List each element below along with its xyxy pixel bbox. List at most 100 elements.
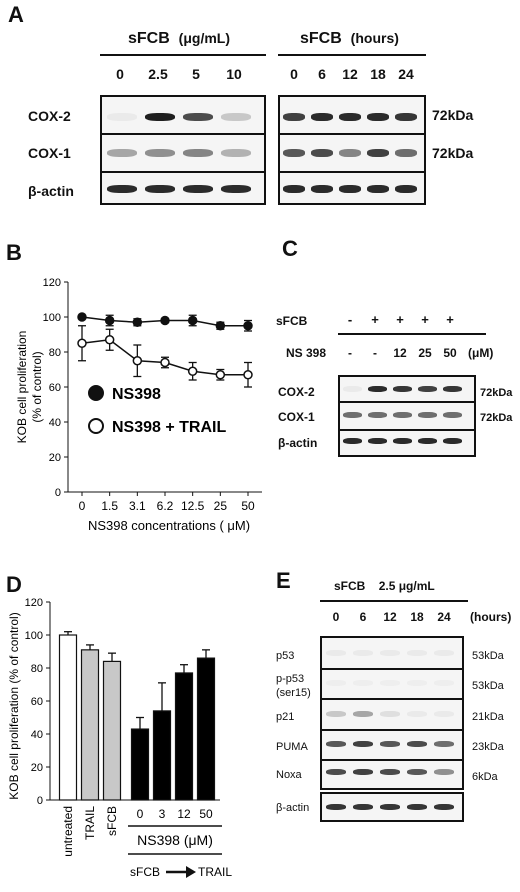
panel-c-size-cox2: 72kDa [480,387,513,399]
blot-row-divider [322,698,462,700]
y-tick-label: 60 [49,382,61,394]
cox1-band [339,149,361,157]
panel-e-size-pp53: 53kDa [472,680,504,692]
panel-c-row-label-cox2: COX-2 [278,385,315,399]
cox2-band [221,113,251,121]
data-point [243,321,253,331]
actin-band [339,185,361,193]
lane-label: 18 [410,610,424,624]
actin-band [145,185,175,193]
x-tick-label: untreated [61,806,75,857]
cox2-band [395,113,417,121]
y-axis-label-line1: KOB cell proliferation [15,331,29,444]
lane-label: 50 [443,346,457,360]
cox2-band [367,386,387,392]
data-point [160,315,170,326]
lane-label: - [347,312,353,327]
lane-label: 12 [342,66,358,82]
panel-a-letter: A [8,2,24,27]
panel-e-size-p21: 21kDa [472,711,504,723]
actin-band [221,185,251,193]
cox2-band [392,386,412,392]
bar [152,710,172,801]
data-point [132,356,143,366]
panel-c-row-label-cox1: COX-1 [278,410,315,424]
panel-e-row-label-actin: β-actin [276,802,310,814]
y-tick-label: 40 [49,417,61,429]
x-tick-label: 50 [199,807,213,821]
y-tick-label: 80 [49,347,61,359]
blot-row-divider [102,171,264,173]
lane-label: 6 [318,66,326,82]
p53-band [353,650,373,656]
panel-e-size-noxa: 6kDa [472,771,498,783]
panel-c-size-cox1: 72kDa [480,412,513,424]
noxa-band [434,769,454,775]
panel-c-letter: C [282,236,298,261]
actin-band [367,185,389,193]
panel-a-left-unit: (μg/mL) [178,30,231,46]
panel-c-rule [338,333,486,335]
panel-e-letter: E [276,568,291,593]
cox1-band [283,149,305,157]
cox2-band [107,113,137,121]
cox2-band [183,113,213,121]
p21-band [380,711,400,717]
data-point [77,338,87,348]
lane-label: 18 [370,66,386,82]
cox2-band [311,113,333,121]
y-tick-label: 40 [31,729,43,741]
cox1-band [342,412,362,418]
panel-e-dose: 2.5 μg/mL [378,579,435,593]
lane-label: 0 [290,66,298,82]
blot-row-divider [102,133,264,135]
cox1-band [417,412,437,418]
y-tick-label: 20 [31,762,43,774]
actin-band [311,185,333,193]
actin-band [283,185,305,193]
lane-label: 6 [359,610,367,624]
puma-band [353,741,373,747]
panel-d-letter: D [6,572,22,597]
x-tick-label: 12 [177,807,191,821]
bar [130,728,150,801]
panel-a-row-label-cox1: COX-1 [28,145,71,161]
actin-band [407,804,427,810]
blot-row-divider [322,668,462,670]
legend-marker [88,418,104,434]
panel-a-right-rule [278,54,426,56]
blot-row-divider [280,133,424,135]
cox1-band [367,412,387,418]
cox1-band [392,412,412,418]
actin-band [353,804,373,810]
panel-c-sfcb-label: sFCB [276,314,308,328]
panel-a-left-title: sFCB [128,30,170,47]
lane-label: + [396,312,404,327]
pp53-band [380,680,400,686]
panel-e-size-p53: 53kDa [472,650,504,662]
panel-c-ns-unit: (μM) [468,346,494,360]
noxa-band [407,769,427,775]
x-tick-label: TRAIL [83,806,97,840]
pp53-band [434,680,454,686]
x-tick-label: 6.2 [157,499,174,513]
panel-e-header: sFCB 2.5 μg/mL [334,579,435,593]
puma-band [326,741,346,747]
y-tick-label: 60 [31,696,43,708]
pp53-band [326,680,346,686]
x-tick-label: 1.5 [101,499,118,513]
lane-label: 24 [398,66,414,82]
lane-label: 24 [437,610,451,624]
panel-c-blot [338,375,476,457]
actin-band [107,185,137,193]
sequence-arrow-head [186,866,196,878]
blot-row-divider [322,729,462,731]
sequence-label-left: sFCB [130,865,160,879]
p53-band [407,650,427,656]
x-tick-label: 50 [241,499,255,513]
cox1-band [145,149,175,157]
lane-label: 2.5 [148,66,168,82]
data-point [215,370,226,380]
cox1-band [442,412,462,418]
